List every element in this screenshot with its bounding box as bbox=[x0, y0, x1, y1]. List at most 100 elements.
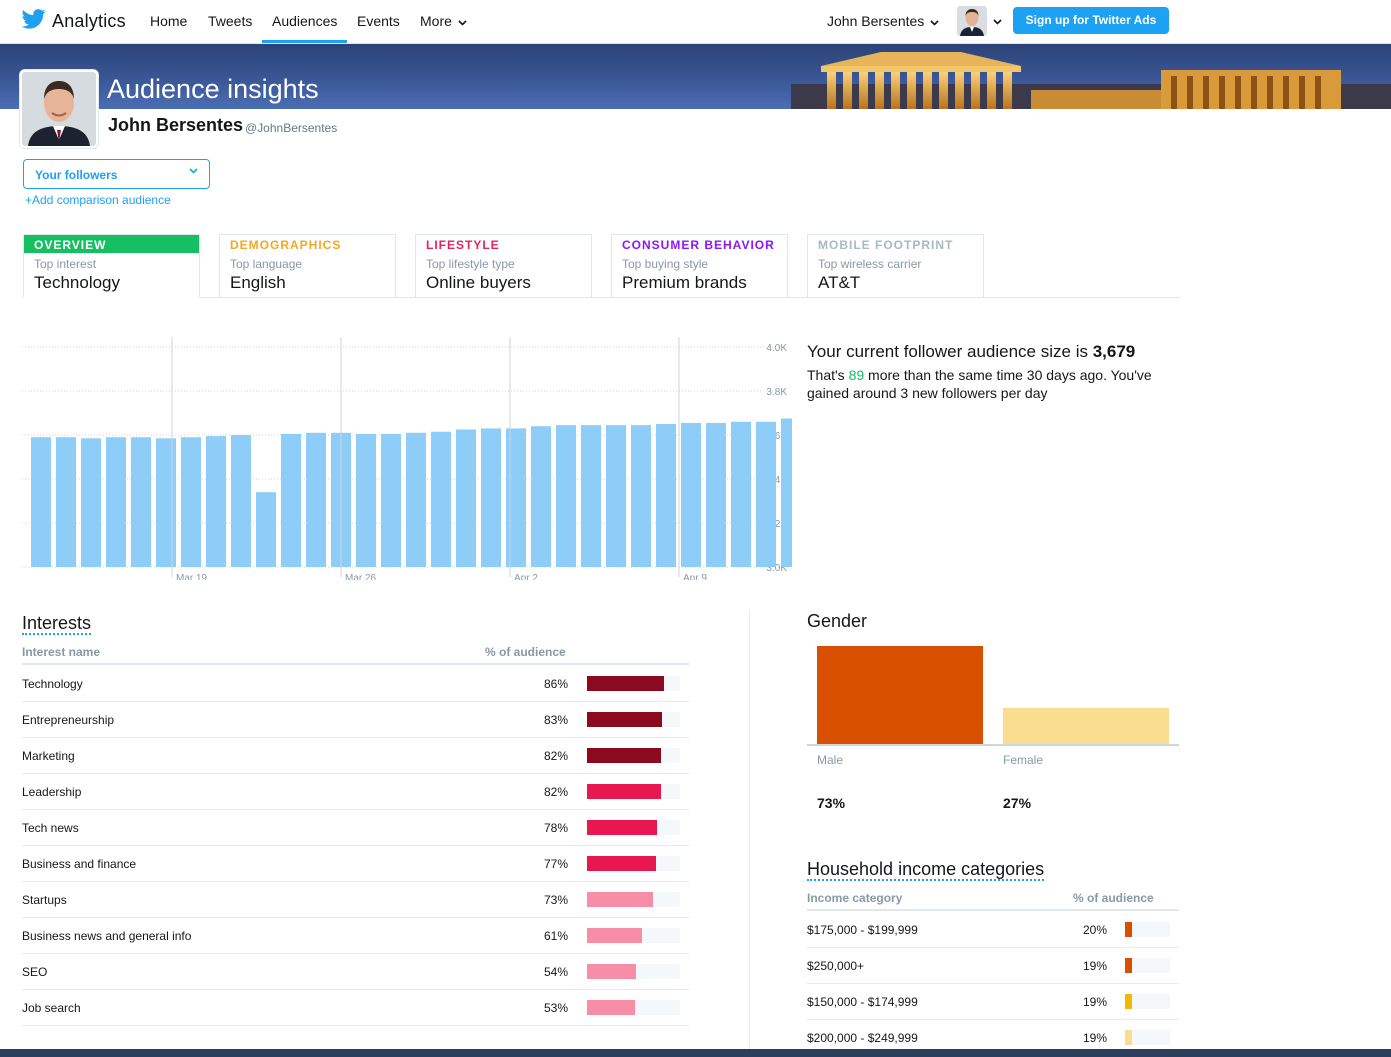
nav-more-label: More bbox=[420, 13, 452, 29]
interest-bar bbox=[587, 964, 636, 979]
chart-bar bbox=[181, 437, 201, 567]
interest-row: Business and finance 77% bbox=[22, 846, 689, 882]
growth-text-b: more than the same time 30 days ago. You… bbox=[807, 367, 1152, 401]
interest-bar-track bbox=[587, 784, 680, 799]
interest-row: Tech news 78% bbox=[22, 810, 689, 846]
interest-bar-track bbox=[587, 1000, 680, 1015]
tab-overview[interactable]: OVERVIEW Top interest Technology bbox=[23, 234, 200, 298]
interest-pct: 82% bbox=[543, 749, 568, 763]
income-title[interactable]: Household income categories bbox=[807, 859, 1045, 881]
interest-name: Marketing bbox=[22, 749, 75, 763]
chart-bar bbox=[456, 429, 476, 567]
chart-bar bbox=[781, 418, 792, 567]
tab-demographics[interactable]: DEMOGRAPHICS Top language English bbox=[219, 234, 396, 298]
tab-lifestyle[interactable]: LIFESTYLE Top lifestyle type Online buye… bbox=[415, 234, 592, 298]
audience-dropdown[interactable]: Your followers bbox=[23, 159, 210, 189]
user-menu[interactable]: John Bersentes bbox=[827, 13, 939, 29]
interest-name: Technology bbox=[22, 677, 83, 691]
chart-bar bbox=[681, 422, 701, 567]
tab-value: English bbox=[230, 273, 286, 292]
sign-up-ads-button[interactable]: Sign up for Twitter Ads bbox=[1013, 7, 1169, 34]
twitter-bird-icon bbox=[21, 9, 46, 34]
tab-value: Technology bbox=[34, 273, 121, 292]
nav-audiences[interactable]: Audiences bbox=[272, 13, 338, 29]
chart-bar bbox=[306, 432, 326, 567]
interest-bar-track bbox=[587, 892, 680, 907]
chart-bar bbox=[581, 425, 601, 567]
chart-bar bbox=[231, 435, 251, 567]
income-bar-track bbox=[1125, 922, 1170, 937]
interest-row: Startups 73% bbox=[22, 882, 689, 918]
chart-bar bbox=[106, 437, 126, 567]
interest-pct: 73% bbox=[543, 893, 568, 907]
chart-bar bbox=[131, 437, 151, 567]
nav-home[interactable]: Home bbox=[150, 13, 188, 29]
brand-label: Analytics bbox=[52, 11, 126, 31]
income-pct: 20% bbox=[1082, 923, 1107, 937]
tab-head: OVERVIEW bbox=[24, 235, 199, 253]
interest-name: Entrepreneurship bbox=[22, 713, 115, 727]
interest-bar-track bbox=[587, 748, 680, 763]
profile-avatar[interactable] bbox=[20, 70, 98, 148]
interests-col-pct: % of audience bbox=[485, 645, 566, 659]
tab-consumer-behavior[interactable]: CONSUMER BEHAVIOR Top buying style Premi… bbox=[611, 234, 788, 298]
income-row: $200,000 - $249,999 19% bbox=[807, 1020, 1179, 1056]
interest-pct: 54% bbox=[543, 965, 568, 979]
nav-tweets[interactable]: Tweets bbox=[208, 13, 253, 29]
chevron-down-icon[interactable] bbox=[993, 19, 1002, 25]
income-row: $175,000 - $199,999 20% bbox=[807, 912, 1179, 948]
interest-name: Startups bbox=[22, 893, 67, 907]
chart-bar bbox=[756, 421, 776, 567]
tab-subtitle: Top language bbox=[230, 257, 303, 271]
income-pct: 19% bbox=[1082, 959, 1107, 973]
chart-bar bbox=[381, 433, 401, 567]
interest-bar-track bbox=[587, 712, 680, 727]
growth-text-a: That's bbox=[807, 367, 845, 383]
chevron-down-icon bbox=[189, 168, 198, 174]
add-comparison-link[interactable]: +Add comparison audience bbox=[25, 193, 171, 207]
interest-name: Business news and general info bbox=[22, 929, 192, 943]
income-pct: 19% bbox=[1082, 1031, 1107, 1045]
audience-dropdown-label: Your followers bbox=[35, 168, 118, 182]
tab-value: AT&T bbox=[818, 273, 861, 292]
interest-bar bbox=[587, 676, 665, 691]
chart-bar bbox=[406, 432, 426, 567]
interests-header-rule bbox=[22, 663, 689, 665]
income-name: $150,000 - $174,999 bbox=[807, 995, 918, 1009]
income-bar-track bbox=[1125, 958, 1170, 973]
os-taskbar bbox=[0, 1049, 1391, 1057]
chevron-down-icon bbox=[458, 20, 467, 26]
income-name: $175,000 - $199,999 bbox=[807, 923, 918, 937]
audience-size-value: 3,679 bbox=[1092, 342, 1136, 361]
brand[interactable]: Analytics bbox=[21, 9, 126, 34]
column-divider bbox=[749, 610, 750, 1050]
interest-bar-track bbox=[587, 820, 680, 835]
nav-events[interactable]: Events bbox=[357, 13, 400, 29]
interests-title[interactable]: Interests bbox=[22, 613, 92, 635]
gender-bar-female bbox=[1003, 707, 1169, 744]
interest-name: Leadership bbox=[22, 785, 82, 799]
interest-bar bbox=[587, 748, 661, 763]
tab-mobile-footprint[interactable]: MOBILE FOOTPRINT Top wireless carrier AT… bbox=[807, 234, 984, 298]
chart-bar bbox=[206, 436, 226, 567]
chart-bar bbox=[356, 433, 376, 567]
chart-bar bbox=[556, 425, 576, 567]
chart-bar bbox=[56, 437, 76, 567]
y-tick-label: 4.0K bbox=[766, 343, 787, 354]
avatar[interactable] bbox=[957, 6, 987, 36]
interest-row: SEO 54% bbox=[22, 954, 689, 990]
interest-pct: 86% bbox=[543, 677, 568, 691]
tab-subtitle: Top interest bbox=[34, 257, 97, 271]
gender-pct-male: 73% bbox=[817, 795, 846, 811]
y-tick-label: 3.0K bbox=[766, 563, 787, 574]
gender-title: Gender bbox=[807, 611, 868, 631]
interest-row: Marketing 82% bbox=[22, 738, 689, 774]
interest-bar bbox=[587, 856, 657, 871]
tab-subtitle: Top wireless carrier bbox=[818, 257, 922, 271]
follower-growth-chart: 4.0K 3.8K 3.6K 3.4K 3.2K 3.0K Mar 19 Mar 26 Apr … bbox=[22, 337, 792, 580]
nav-more[interactable]: More bbox=[420, 13, 467, 29]
interest-row: Job search 53% bbox=[22, 990, 689, 1026]
income-bar bbox=[1125, 1030, 1132, 1045]
chart-bar bbox=[81, 438, 101, 567]
chart-bar bbox=[506, 428, 526, 567]
